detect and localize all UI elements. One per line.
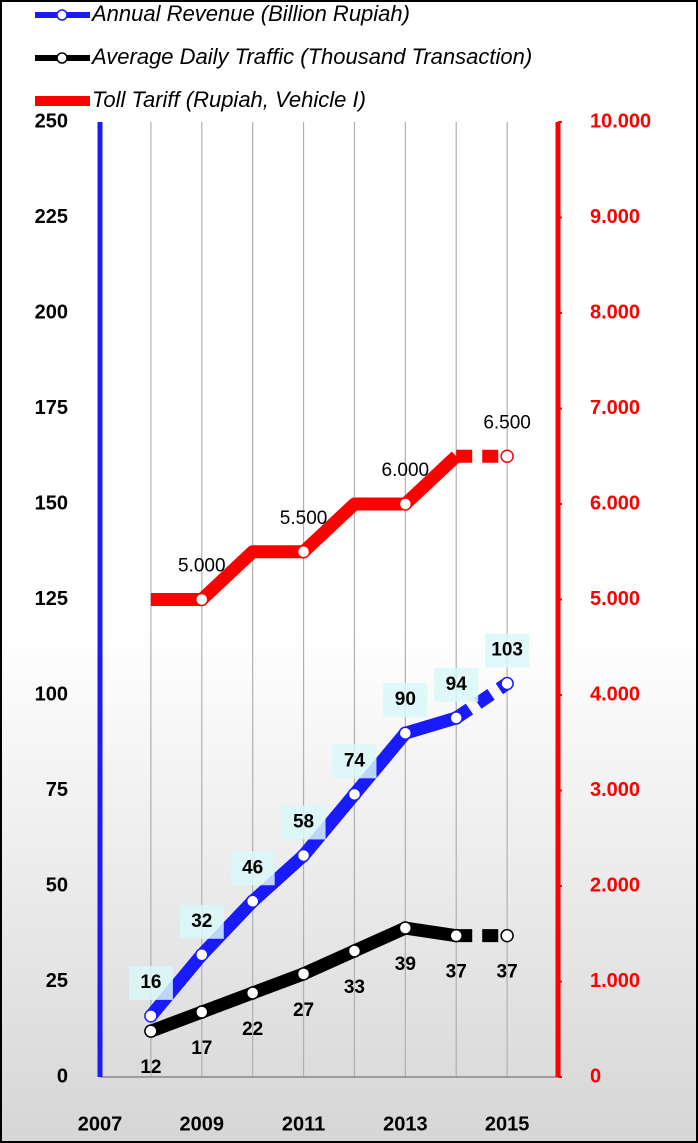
label-box bbox=[383, 683, 428, 718]
legend-marker bbox=[56, 9, 68, 21]
marker bbox=[398, 921, 413, 935]
marker bbox=[296, 848, 311, 863]
series-line bbox=[452, 678, 511, 724]
y2-tick-label: 9.000 bbox=[590, 206, 640, 228]
marker bbox=[449, 928, 463, 943]
data-label: 58 bbox=[293, 811, 314, 832]
y-tick-label: 75 bbox=[46, 779, 68, 801]
marker bbox=[398, 497, 413, 511]
x-tick-label: 2011 bbox=[282, 1113, 325, 1135]
marker bbox=[398, 726, 413, 740]
x-tick-label: 2009 bbox=[180, 1113, 225, 1135]
x-tick-label: 2013 bbox=[383, 1113, 428, 1135]
y2-tick-label: 0 bbox=[590, 1065, 601, 1087]
y2-tick-label: 3.000 bbox=[590, 779, 640, 801]
marker bbox=[195, 948, 209, 962]
data-label: 6.500 bbox=[483, 412, 531, 433]
marker bbox=[195, 1005, 209, 1019]
y-tick-label: 250 bbox=[35, 110, 68, 132]
y-tick-label: 0 bbox=[57, 1065, 68, 1087]
marker bbox=[195, 592, 209, 607]
label-box bbox=[434, 667, 479, 702]
legend-label: Toll Tariff (Rupiah, Vehicle I) bbox=[92, 87, 366, 112]
x-tick-label: 2015 bbox=[485, 1113, 530, 1135]
y-tick-label: 225 bbox=[35, 206, 68, 228]
marker bbox=[500, 676, 514, 691]
data-label: 33 bbox=[344, 977, 365, 998]
y-tick-label: 50 bbox=[46, 874, 68, 896]
marker bbox=[296, 967, 311, 981]
marker bbox=[245, 986, 260, 1000]
data-label: 46 bbox=[242, 857, 263, 878]
marker bbox=[347, 787, 362, 802]
y2-tick-label: 8.000 bbox=[590, 301, 640, 323]
y2-tick-label: 6.000 bbox=[590, 492, 640, 514]
marker bbox=[449, 711, 463, 725]
legend-label: Annual Revenue (Billion Rupiah) bbox=[90, 1, 410, 26]
marker bbox=[144, 1024, 158, 1038]
data-label: 32 bbox=[191, 911, 212, 932]
data-label: 5.000 bbox=[178, 556, 226, 577]
y2-tick-label: 7.000 bbox=[590, 397, 640, 419]
marker bbox=[296, 545, 311, 559]
label-box bbox=[485, 633, 530, 668]
y-tick-label: 100 bbox=[35, 683, 68, 705]
y2-tick-label: 1.000 bbox=[590, 970, 640, 992]
y2-tick-label: 4.000 bbox=[590, 683, 640, 705]
data-label: 17 bbox=[191, 1038, 212, 1059]
marker bbox=[144, 1009, 158, 1023]
data-label: 37 bbox=[446, 962, 467, 983]
data-label: 12 bbox=[140, 1057, 161, 1078]
label-box bbox=[179, 904, 224, 939]
y2-tick-label: 10.000 bbox=[590, 110, 651, 132]
y2-tick-label: 5.000 bbox=[590, 588, 640, 610]
data-label: 37 bbox=[497, 962, 518, 983]
data-label: 6.000 bbox=[382, 460, 430, 481]
x-tick-label: 2007 bbox=[78, 1113, 123, 1135]
label-box bbox=[281, 805, 326, 840]
marker bbox=[500, 928, 514, 943]
data-label: 22 bbox=[242, 1019, 263, 1040]
data-label: 94 bbox=[446, 674, 468, 695]
data-label: 27 bbox=[293, 1000, 314, 1021]
y-tick-label: 125 bbox=[35, 588, 68, 610]
y-tick-label: 150 bbox=[35, 492, 68, 514]
label-box bbox=[128, 965, 173, 1000]
y-tick-label: 200 bbox=[35, 301, 68, 323]
marker bbox=[500, 449, 514, 463]
data-label: 103 bbox=[491, 640, 523, 661]
legend-label: Average Daily Traffic (Thousand Transact… bbox=[90, 44, 532, 69]
data-label: 16 bbox=[140, 972, 161, 993]
data-label: 39 bbox=[395, 954, 416, 975]
data-label: 74 bbox=[344, 750, 366, 771]
data-label: 90 bbox=[395, 689, 416, 710]
y-tick-label: 25 bbox=[46, 970, 68, 992]
y-tick-label: 175 bbox=[35, 397, 68, 419]
data-label: 5.500 bbox=[280, 508, 328, 529]
label-box bbox=[332, 744, 377, 779]
legend-marker bbox=[56, 52, 68, 64]
marker bbox=[245, 894, 260, 909]
y2-tick-label: 2.000 bbox=[590, 874, 640, 896]
label-box bbox=[230, 851, 275, 886]
marker bbox=[347, 944, 362, 958]
